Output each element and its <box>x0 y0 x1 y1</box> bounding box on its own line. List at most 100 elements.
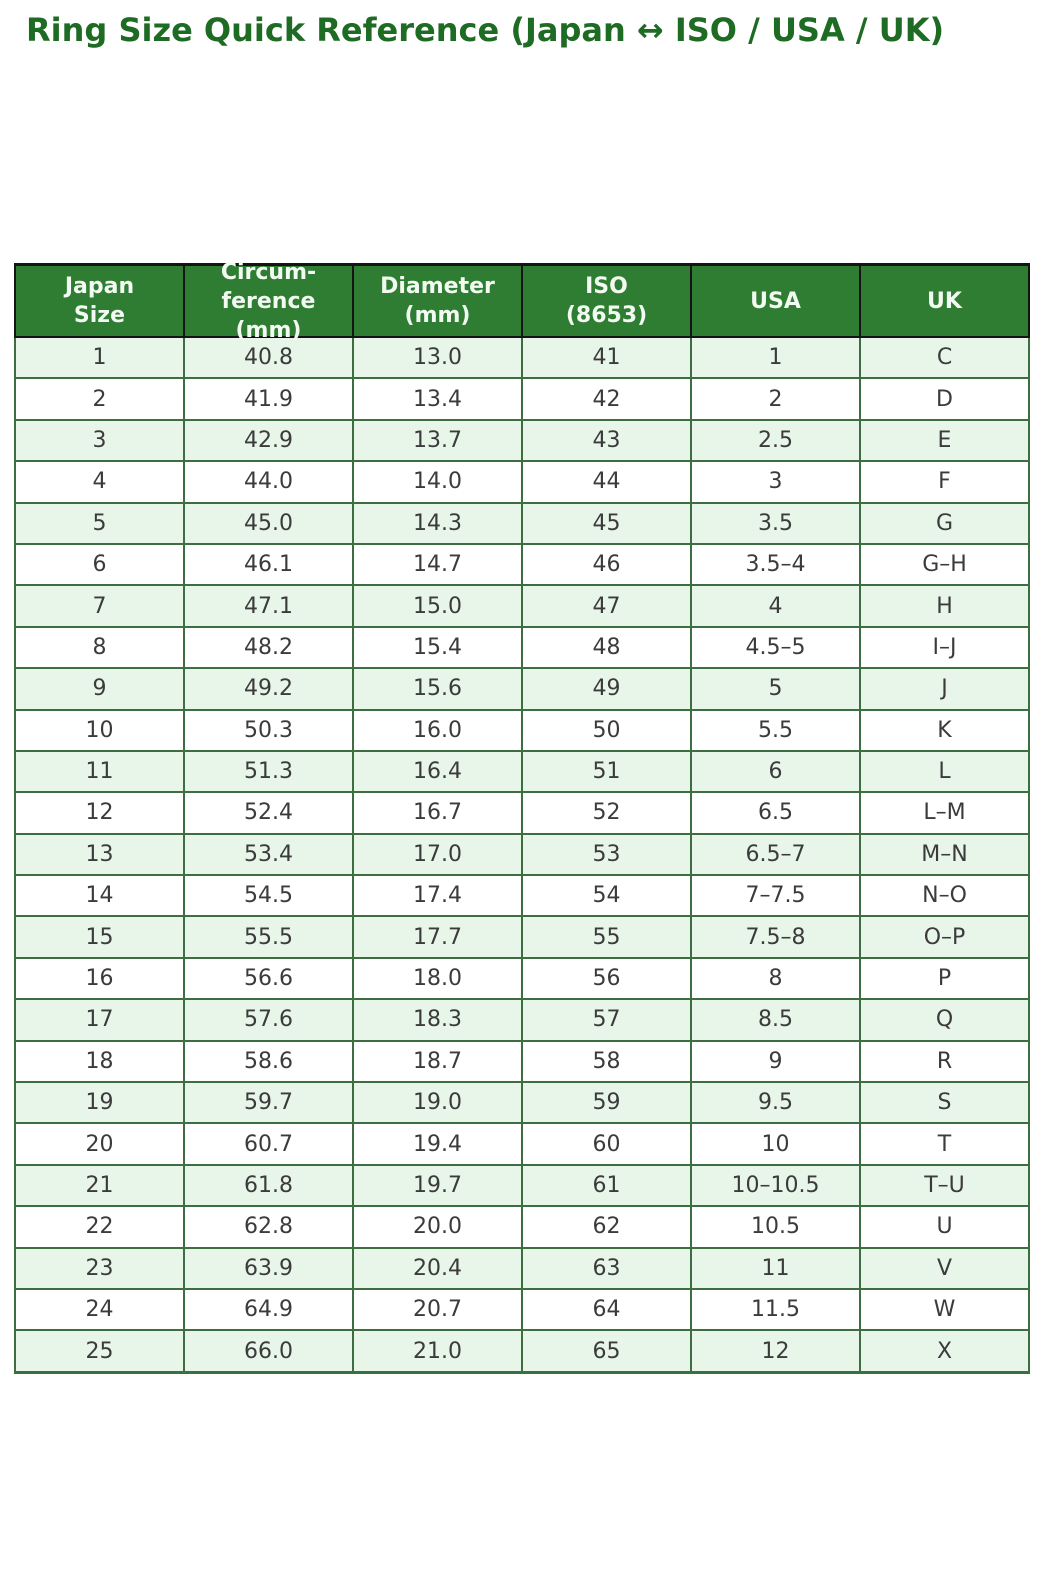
cell-japan-size: 8 <box>14 625 185 670</box>
cell-diameter-mm: 17.0 <box>352 832 523 877</box>
cell-usa: 3.5 <box>690 501 861 545</box>
cell-iso-8653: 62 <box>521 1205 692 1249</box>
cell-uk: L–M <box>859 791 1030 835</box>
cell-diameter-mm: 20.0 <box>352 1205 523 1249</box>
cell-diameter-mm: 19.4 <box>352 1122 523 1166</box>
cell-circumference-mm: 54.5 <box>183 874 354 918</box>
cell-uk: V <box>859 1246 1030 1290</box>
cell-japan-size: 17 <box>14 998 185 1042</box>
cell-diameter-mm: 20.7 <box>352 1287 523 1332</box>
cell-usa: 3.5–4 <box>690 542 861 587</box>
table-row: 12 52.4 16.7 52 6.5 L–M <box>14 791 1030 835</box>
cell-japan-size: 10 <box>14 708 185 752</box>
table-row: 20 60.7 19.4 60 10 T <box>14 1122 1030 1166</box>
cell-japan-size: 2 <box>14 377 185 421</box>
cell-uk: G–H <box>859 542 1030 587</box>
table-row: 16 56.6 18.0 56 8 P <box>14 956 1030 1001</box>
cell-usa: 10–10.5 <box>690 1163 861 1208</box>
cell-iso-8653: 47 <box>521 584 692 628</box>
cell-diameter-mm: 15.6 <box>352 667 523 711</box>
column-header-iso-8653: ISO (8653) <box>521 263 692 338</box>
cell-iso-8653: 45 <box>521 501 692 545</box>
cell-usa: 6.5–7 <box>690 832 861 877</box>
cell-japan-size: 24 <box>14 1287 185 1332</box>
cell-circumference-mm: 49.2 <box>183 667 354 711</box>
cell-iso-8653: 65 <box>521 1329 692 1374</box>
cell-japan-size: 23 <box>14 1246 185 1290</box>
cell-circumference-mm: 48.2 <box>183 625 354 670</box>
page-title: Ring Size Quick Reference (Japan ↔ ISO /… <box>26 11 945 49</box>
cell-usa: 10.5 <box>690 1205 861 1249</box>
cell-circumference-mm: 44.0 <box>183 460 354 504</box>
cell-uk: D <box>859 377 1030 421</box>
cell-japan-size: 16 <box>14 956 185 1001</box>
cell-circumference-mm: 41.9 <box>183 377 354 421</box>
cell-diameter-mm: 14.3 <box>352 501 523 545</box>
cell-iso-8653: 49 <box>521 667 692 711</box>
cell-japan-size: 9 <box>14 667 185 711</box>
cell-iso-8653: 44 <box>521 460 692 504</box>
table-row: 21 61.8 19.7 61 10–10.5 T–U <box>14 1163 1030 1208</box>
table-header-row: Japan Size Circum- ference (mm) Diameter (… <box>14 260 1030 343</box>
cell-usa: 3 <box>690 460 861 504</box>
cell-diameter-mm: 13.4 <box>352 377 523 421</box>
cell-japan-size: 21 <box>14 1163 185 1208</box>
cell-usa: 7.5–8 <box>690 915 861 959</box>
table-row: 19 59.7 19.0 59 9.5 S <box>14 1081 1030 1125</box>
cell-diameter-mm: 19.0 <box>352 1081 523 1125</box>
cell-circumference-mm: 61.8 <box>183 1163 354 1208</box>
cell-japan-size: 6 <box>14 542 185 587</box>
cell-uk: T–U <box>859 1163 1030 1208</box>
cell-uk: T <box>859 1122 1030 1166</box>
cell-circumference-mm: 47.1 <box>183 584 354 628</box>
ring-size-table: Japan Size Circum- ference (mm) Diameter (… <box>14 260 1030 1374</box>
cell-diameter-mm: 14.7 <box>352 542 523 587</box>
cell-uk: O–P <box>859 915 1030 959</box>
table-row: 9 49.2 15.6 49 5 J <box>14 667 1030 711</box>
cell-diameter-mm: 15.0 <box>352 584 523 628</box>
cell-circumference-mm: 59.7 <box>183 1081 354 1125</box>
cell-usa: 6.5 <box>690 791 861 835</box>
cell-diameter-mm: 20.4 <box>352 1246 523 1290</box>
cell-uk: W <box>859 1287 1030 1332</box>
cell-iso-8653: 55 <box>521 915 692 959</box>
cell-uk: S <box>859 1081 1030 1125</box>
cell-circumference-mm: 57.6 <box>183 998 354 1042</box>
cell-usa: 10 <box>690 1122 861 1166</box>
table-row: 14 54.5 17.4 54 7–7.5 N–O <box>14 874 1030 918</box>
cell-circumference-mm: 58.6 <box>183 1039 354 1084</box>
table-row: 6 46.1 14.7 46 3.5–4 G–H <box>14 542 1030 587</box>
column-header-label: UK <box>927 288 962 314</box>
cell-japan-size: 5 <box>14 501 185 545</box>
cell-japan-size: 12 <box>14 791 185 835</box>
cell-usa: 4 <box>690 584 861 628</box>
cell-diameter-mm: 18.3 <box>352 998 523 1042</box>
cell-uk: G <box>859 501 1030 545</box>
cell-diameter-mm: 16.4 <box>352 749 523 794</box>
cell-uk: U <box>859 1205 1030 1249</box>
cell-circumference-mm: 51.3 <box>183 749 354 794</box>
column-header-uk: UK <box>859 263 1030 338</box>
cell-iso-8653: 61 <box>521 1163 692 1208</box>
table-row: 3 42.9 13.7 43 2.5 E <box>14 418 1030 463</box>
cell-usa: 12 <box>690 1329 861 1374</box>
table-row: 18 58.6 18.7 58 9 R <box>14 1039 1030 1084</box>
cell-diameter-mm: 18.7 <box>352 1039 523 1084</box>
table-row: 17 57.6 18.3 57 8.5 Q <box>14 998 1030 1042</box>
cell-iso-8653: 42 <box>521 377 692 421</box>
cell-iso-8653: 60 <box>521 1122 692 1166</box>
column-header-japan-size: Japan Size <box>14 263 185 338</box>
table-row: 4 44.0 14.0 44 3 F <box>14 460 1030 504</box>
table-header: Japan Size Circum- ference (mm) Diameter (… <box>14 260 1030 343</box>
table-row: 10 50.3 16.0 50 5.5 K <box>14 708 1030 752</box>
cell-iso-8653: 58 <box>521 1039 692 1084</box>
cell-circumference-mm: 46.1 <box>183 542 354 587</box>
cell-circumference-mm: 55.5 <box>183 915 354 959</box>
table-row: 2 41.9 13.4 42 2 D <box>14 377 1030 421</box>
cell-usa: 4.5–5 <box>690 625 861 670</box>
cell-japan-size: 25 <box>14 1329 185 1374</box>
cell-circumference-mm: 60.7 <box>183 1122 354 1166</box>
column-header-label: USA <box>750 288 801 314</box>
cell-uk: P <box>859 956 1030 1001</box>
cell-japan-size: 3 <box>14 418 185 463</box>
